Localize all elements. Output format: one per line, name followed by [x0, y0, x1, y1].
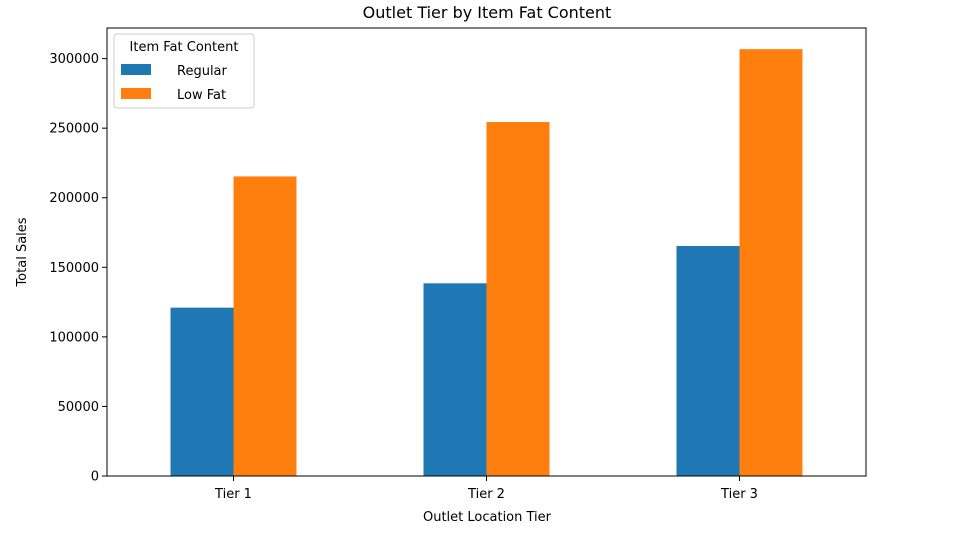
y-tick-label: 250000 — [49, 122, 99, 137]
bar-low-fat-3 — [739, 49, 803, 476]
y-tick-label: 50000 — [58, 400, 99, 415]
legend-label-regular: Regular — [177, 64, 228, 79]
chart-title: Outlet Tier by Item Fat Content — [363, 3, 612, 22]
x-axis: Tier 1 Tier 2 Tier 3 — [214, 476, 758, 502]
x-axis-title: Outlet Location Tier — [423, 510, 552, 525]
y-axis-title: Total Sales — [15, 217, 30, 287]
bar-regular-3 — [676, 246, 740, 476]
plot-frame — [106, 27, 867, 477]
legend-swatch-regular — [121, 64, 151, 75]
y-tick-label: 100000 — [49, 330, 99, 345]
y-axis: 0 50000 100000 150000 200000 250000 300000 — [49, 52, 107, 485]
legend: Item Fat Content Regular Low Fat — [113, 33, 255, 109]
x-tick-label: Tier 2 — [467, 487, 505, 502]
legend-title: Item Fat Content — [130, 40, 239, 55]
y-tick-label: 300000 — [49, 52, 99, 67]
bar-low-fat-1 — [233, 176, 297, 476]
x-tick-label: Tier 3 — [720, 487, 758, 502]
bars-group — [170, 49, 803, 476]
bar-regular-2 — [423, 283, 487, 476]
bar-regular-1 — [170, 307, 234, 476]
legend-swatch-low-fat — [121, 88, 151, 99]
y-tick-label: 200000 — [49, 191, 99, 206]
y-tick-label: 150000 — [49, 261, 99, 276]
y-tick-label: 0 — [91, 470, 99, 485]
bar-low-fat-2 — [486, 122, 550, 476]
x-tick-label: Tier 1 — [214, 487, 252, 502]
legend-label-low-fat: Low Fat — [177, 88, 226, 103]
